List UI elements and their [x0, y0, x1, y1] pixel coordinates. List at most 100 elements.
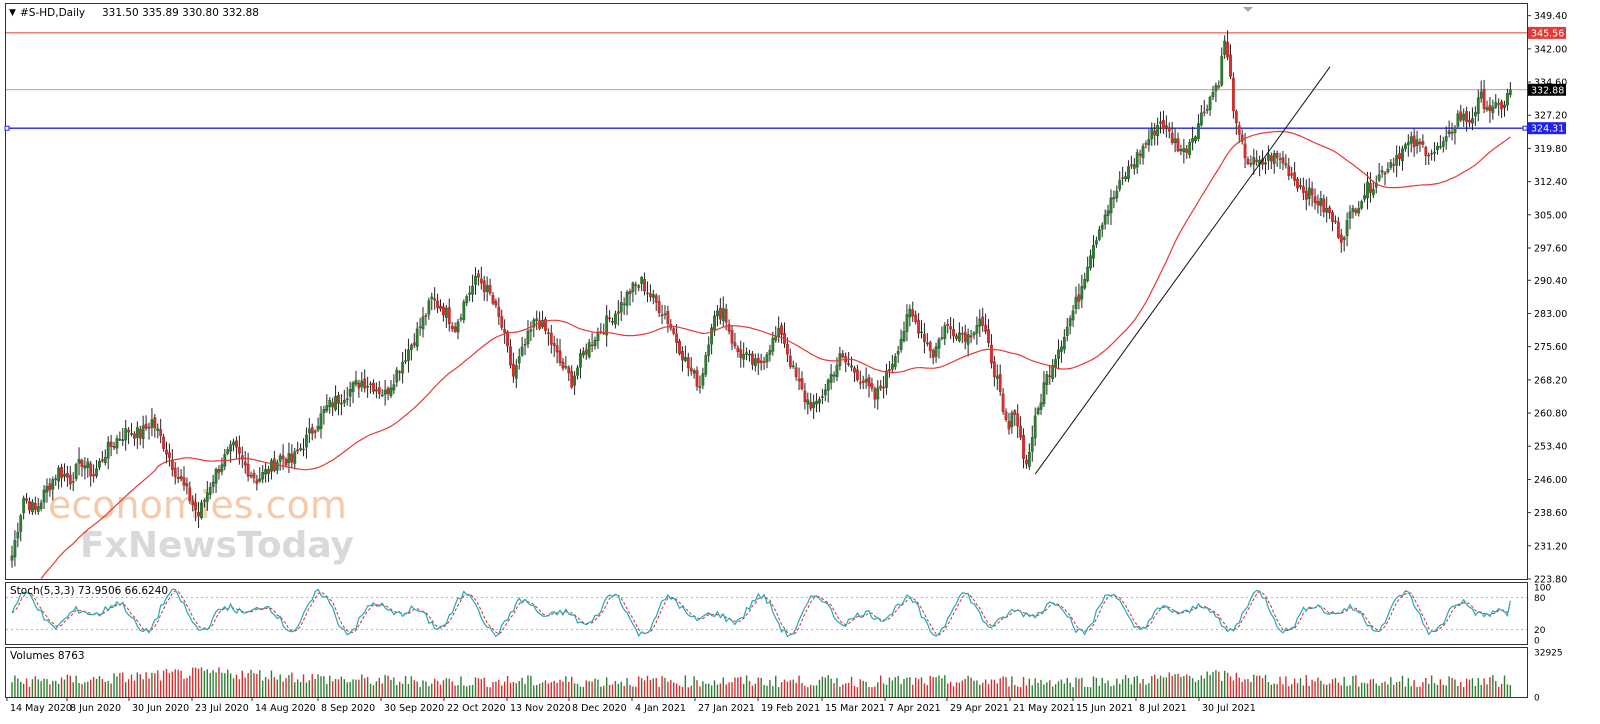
candle-body — [640, 277, 644, 284]
candle-body — [1182, 148, 1186, 153]
candle-body — [1485, 107, 1489, 110]
candle-body — [1211, 92, 1215, 98]
candle-body — [421, 316, 425, 330]
candle-body — [1048, 375, 1052, 378]
candle-body — [992, 361, 996, 377]
candle-body — [1144, 143, 1148, 145]
candle-body — [211, 481, 215, 487]
candles — [10, 30, 1512, 568]
candle-body — [1307, 187, 1311, 199]
candle-body — [1118, 179, 1122, 190]
y-tick-label: 305.00 — [1534, 210, 1567, 221]
candle-body — [908, 308, 912, 318]
stochastic-tick-label: 100 — [1534, 584, 1551, 594]
candle-body — [1278, 158, 1282, 160]
chart-shift-marker-icon[interactable] — [1243, 7, 1253, 12]
candle-body — [1042, 382, 1046, 405]
support-handle-left[interactable] — [4, 125, 10, 131]
candle-body — [135, 427, 139, 438]
candle-body — [853, 367, 856, 373]
stochastic-panel[interactable] — [5, 582, 1528, 645]
candle-body — [1296, 178, 1299, 189]
candle-body — [503, 329, 507, 333]
candle-body — [127, 429, 131, 433]
candle-body — [730, 330, 734, 344]
candle-body — [771, 338, 775, 352]
candle-body — [1357, 208, 1361, 214]
candle-body — [197, 512, 200, 517]
candle-body — [1380, 170, 1384, 173]
trendline-group[interactable] — [1034, 66, 1331, 475]
ohlc-values: 331.50 335.89 330.80 332.88 — [102, 7, 259, 19]
candle-body — [1403, 144, 1407, 150]
candle-body — [433, 298, 437, 301]
candle-body — [380, 394, 384, 397]
candle-body — [753, 358, 757, 367]
candle-body — [812, 402, 816, 408]
candle-body — [220, 464, 224, 472]
candle-body — [1232, 77, 1235, 112]
candle-body — [106, 441, 110, 459]
candle-body — [672, 328, 676, 334]
candle-body — [217, 469, 221, 473]
candle-body — [526, 330, 530, 345]
candle-body — [112, 446, 116, 448]
candle-body — [724, 308, 728, 323]
candle-body — [255, 479, 259, 484]
candle-body — [943, 325, 947, 339]
candle-body — [25, 498, 28, 501]
candle-body — [1016, 413, 1020, 427]
candle-body — [497, 306, 501, 317]
dropdown-arrow-icon[interactable]: ▼ — [9, 8, 16, 18]
candle-body — [407, 349, 410, 361]
candle-body — [16, 531, 20, 539]
candle-body — [191, 500, 195, 506]
candle-body — [923, 333, 926, 343]
candle-body — [331, 402, 335, 408]
candle-body — [141, 425, 145, 439]
volume-title: Volumes 8763 — [10, 650, 85, 662]
candle-body — [412, 342, 416, 346]
candle-body — [823, 389, 827, 396]
support-handle-right[interactable] — [1522, 125, 1528, 131]
candle-body — [60, 466, 63, 478]
candle-body — [1243, 143, 1247, 159]
ascending-trendline[interactable] — [1034, 66, 1331, 475]
candle-body — [121, 439, 125, 441]
candle-body — [22, 497, 26, 514]
candle-body — [1229, 54, 1232, 77]
candle-body — [1441, 141, 1445, 147]
main-panel[interactable] — [5, 3, 1528, 580]
candle-body — [249, 475, 253, 477]
candle-body — [1153, 130, 1157, 136]
candle-body — [340, 402, 343, 405]
horizontal-levels[interactable] — [4, 32, 1528, 131]
last-price-label: 332.88 — [1531, 85, 1564, 96]
candle-body — [389, 387, 393, 396]
candle-body — [351, 382, 355, 392]
candle-body — [471, 285, 474, 295]
candle-body — [899, 338, 903, 350]
candle-body — [879, 385, 883, 389]
stochastic-tick-label: 80 — [1534, 594, 1546, 604]
candle-body — [439, 305, 442, 309]
candle-body — [1421, 141, 1425, 145]
candle-body — [998, 373, 1002, 392]
candle-body — [1389, 162, 1393, 168]
candle-body — [71, 481, 75, 483]
candle-body — [549, 332, 553, 345]
x-tick-label: 23 Jul 2020 — [195, 703, 249, 714]
y-tick-label: 275.60 — [1534, 342, 1567, 353]
candle-body — [1208, 96, 1212, 111]
candle-body — [427, 300, 431, 315]
candle-body — [1412, 135, 1416, 148]
candle-body — [1191, 138, 1194, 143]
candle-body — [430, 296, 434, 300]
candle-body — [474, 276, 477, 285]
candle-body — [1030, 437, 1034, 452]
candle-body — [1057, 349, 1060, 359]
candle-body — [214, 469, 218, 484]
candle-body — [1179, 149, 1183, 152]
